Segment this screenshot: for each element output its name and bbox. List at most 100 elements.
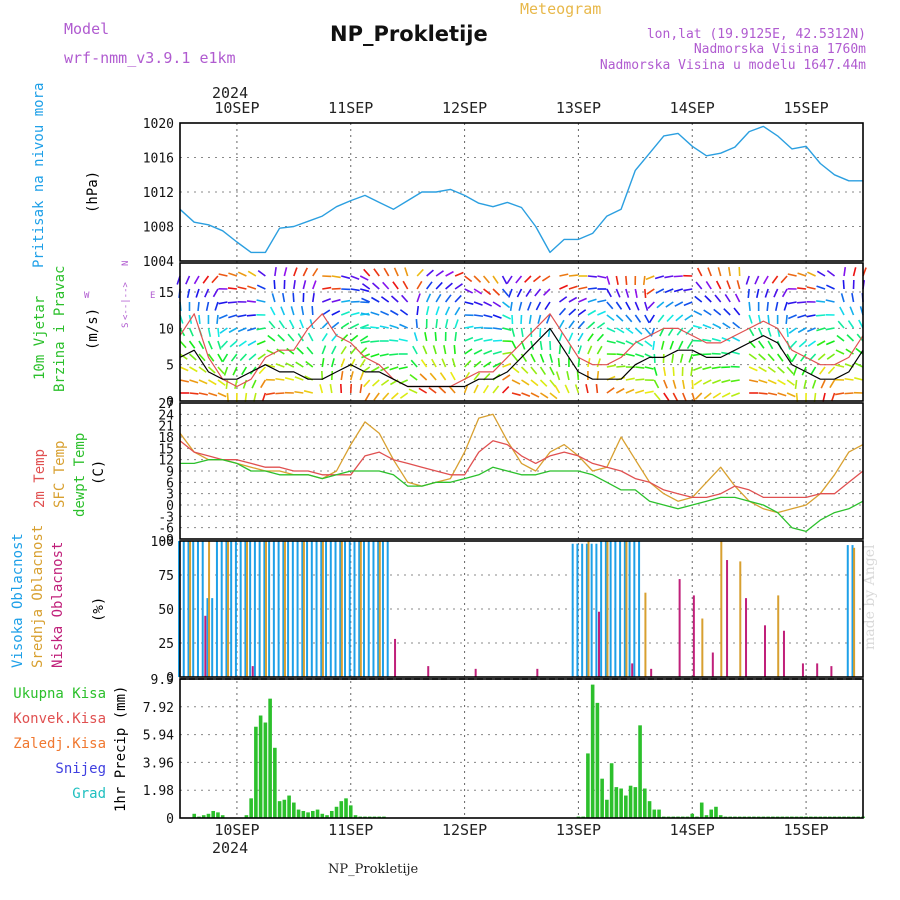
wind-barb xyxy=(786,392,796,398)
wind-barb xyxy=(294,376,304,381)
wind-barb xyxy=(830,392,836,402)
wind-barb xyxy=(389,366,399,371)
wind-barb xyxy=(285,362,295,368)
wind-barb xyxy=(676,327,684,336)
y-tick-label: 18 xyxy=(158,431,174,446)
wind-barb xyxy=(453,344,456,355)
wind-barb xyxy=(568,320,575,329)
wind-barb xyxy=(364,392,371,402)
wind-barb xyxy=(350,311,360,316)
high-cloud-bar xyxy=(272,541,275,677)
wind-barb xyxy=(412,345,418,355)
wind-barb xyxy=(340,346,347,355)
panel-frames xyxy=(179,122,864,819)
wind-barb xyxy=(399,323,408,329)
wind-barb xyxy=(566,371,570,381)
wind-barb xyxy=(854,362,864,368)
wind-barb xyxy=(747,288,750,299)
wind-barb xyxy=(705,281,712,290)
wind-barb xyxy=(714,294,722,303)
wind-barb xyxy=(777,392,787,397)
wind-barb xyxy=(762,275,769,285)
precip-bar xyxy=(595,702,600,818)
wind-barb xyxy=(558,332,563,342)
day-label-bottom: 15SEP xyxy=(784,821,829,839)
y-tick-label: -3 xyxy=(158,510,174,525)
wind-barb xyxy=(399,392,409,399)
wind-barb xyxy=(540,392,549,399)
wind-barb xyxy=(826,269,836,277)
high-cloud-bar xyxy=(192,541,195,677)
wind-barb xyxy=(483,349,493,355)
wind-barb xyxy=(382,281,390,290)
wind-barb xyxy=(527,301,532,311)
wind-barb xyxy=(302,267,308,277)
wind-barb xyxy=(208,392,218,397)
wind-barb xyxy=(655,288,665,294)
mid-cloud-bar xyxy=(264,541,267,677)
wind-barb xyxy=(767,340,774,350)
precip-bar xyxy=(329,810,334,818)
low-cloud-bar xyxy=(650,668,653,677)
high-cloud-bar xyxy=(253,541,256,677)
wind-barb xyxy=(410,359,418,368)
wind-barb xyxy=(835,349,845,355)
wind-barb xyxy=(722,322,731,329)
wind-barb xyxy=(416,268,424,277)
wind-barb xyxy=(785,314,788,325)
wind-barb xyxy=(464,336,474,342)
wind-barb xyxy=(309,319,314,329)
wind-barb xyxy=(321,345,327,355)
wind-barb xyxy=(576,370,580,381)
wind-barb xyxy=(341,299,351,303)
wind-barb xyxy=(615,327,625,334)
cloud-panel-frame xyxy=(179,540,864,678)
wind-barb xyxy=(473,337,483,342)
wind-barb xyxy=(807,340,817,347)
wind-barb xyxy=(788,314,797,320)
wind-barb xyxy=(230,353,238,362)
precip-bar xyxy=(657,809,661,818)
high-cloud-bar xyxy=(576,543,579,677)
wind-barb xyxy=(331,358,335,368)
wind-barb xyxy=(777,366,785,374)
wind-barb xyxy=(767,366,776,373)
wind-barb xyxy=(340,358,346,368)
wind-barb xyxy=(239,353,247,362)
wind-barb xyxy=(539,340,543,351)
wind-barb xyxy=(767,353,775,362)
wind-barb xyxy=(370,326,380,329)
precip-bar xyxy=(699,802,704,818)
high-cloud-bar xyxy=(296,541,299,677)
wind-barb xyxy=(816,285,826,290)
wind-barb xyxy=(511,327,516,337)
wind-barb xyxy=(401,294,409,303)
wind-barb xyxy=(826,284,835,290)
wind-barb xyxy=(557,357,561,368)
mid-cloud-bar xyxy=(853,547,856,677)
temp-unit: (C) xyxy=(91,460,107,485)
wind-barb xyxy=(664,288,674,294)
wind-barb xyxy=(393,267,399,277)
wind-barb xyxy=(515,275,523,284)
wind-barb xyxy=(559,273,569,277)
wind-barb xyxy=(234,379,238,389)
wind-barb xyxy=(408,388,418,394)
y-tick-label: 15 xyxy=(158,286,174,301)
temp2m-line xyxy=(179,440,864,499)
wind-barb xyxy=(502,374,511,381)
wind-barb xyxy=(712,392,722,399)
wind-barb xyxy=(827,366,836,375)
wind-barb xyxy=(625,314,633,323)
wind-barb xyxy=(511,366,520,374)
wind-barb xyxy=(492,339,503,342)
wind-barb xyxy=(653,379,660,389)
wind-barb xyxy=(416,293,421,303)
wind-barb xyxy=(232,366,238,376)
wind-barb xyxy=(535,301,542,311)
high-cloud-bar xyxy=(609,541,612,677)
wind-barb xyxy=(340,311,350,316)
high-cloud-bar xyxy=(377,541,380,677)
wind-barb xyxy=(625,275,628,286)
precip-bar xyxy=(633,787,638,818)
